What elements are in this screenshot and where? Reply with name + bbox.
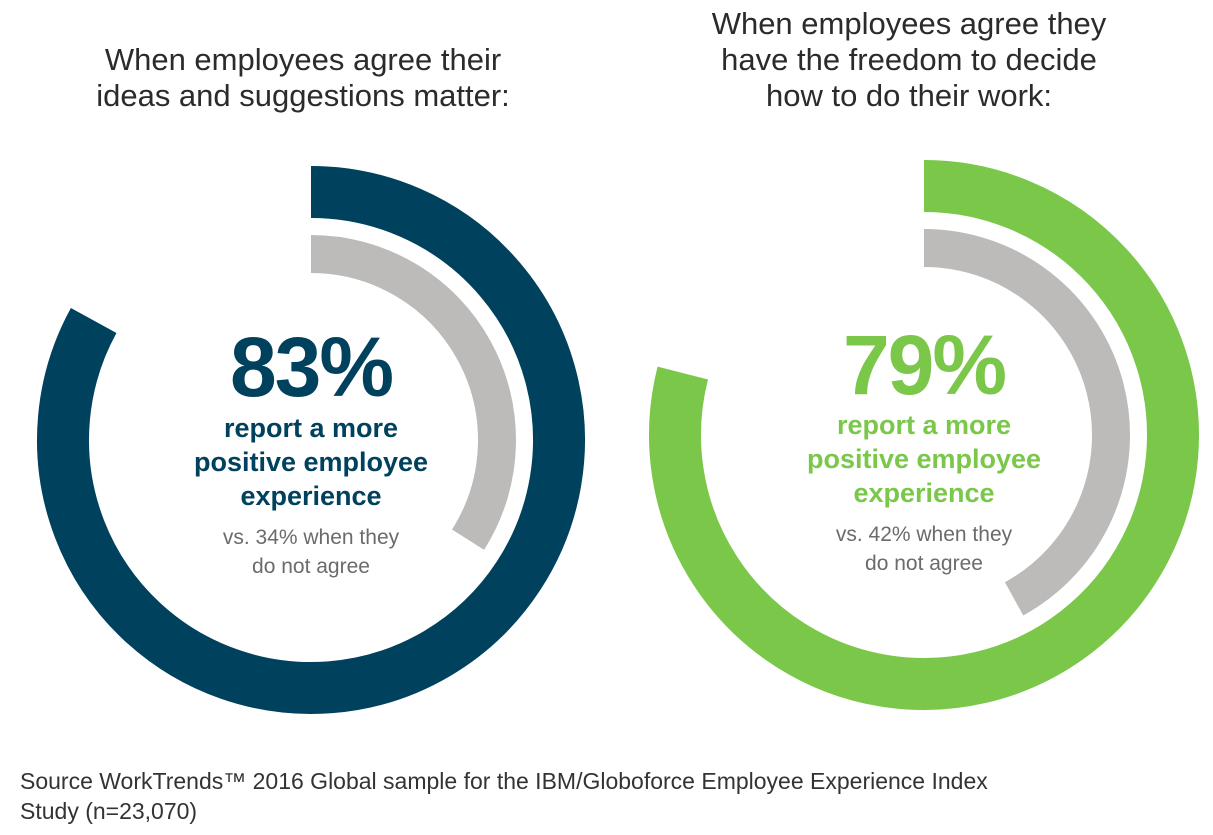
comparison-text: vs. 34% when they do not agree — [111, 523, 511, 581]
donut-chart — [37, 166, 585, 714]
description-line: positive employee — [193, 447, 429, 477]
chart-panel-ideas: When employees agree their ideas and sug… — [0, 0, 606, 745]
headline-percentage: 83% — [229, 320, 394, 414]
headline-percentage: 79% — [842, 318, 1007, 412]
chart-title-line: how to do their work: — [765, 78, 1053, 113]
headline-description: report a more positive employee experien… — [724, 408, 1124, 510]
donut-center-text: 83% report a more positive employee expe… — [111, 325, 511, 581]
comparison-text: vs. 42% when they do not agree — [724, 520, 1124, 578]
source-line: Source WorkTrends™ 2016 Global sample fo… — [20, 768, 988, 794]
chart-title: When employees agree their ideas and sug… — [0, 42, 606, 114]
donut-arc-positive — [37, 166, 585, 714]
chart-title-line: ideas and suggestions matter: — [96, 78, 510, 113]
chart-title-line: have the freedom to decide — [721, 42, 1097, 77]
comparison-line: vs. 34% when they — [222, 526, 400, 549]
description-line: experience — [853, 478, 995, 508]
description-line: report a more — [223, 413, 399, 443]
headline-description: report a more positive employee experien… — [111, 411, 511, 513]
description-line: report a more — [836, 410, 1012, 440]
chart-panel-freedom: When employees agree they have the freed… — [606, 0, 1212, 745]
chart-title-line: When employees agree they — [711, 6, 1107, 41]
donut-chart — [649, 160, 1199, 710]
comparison-line: do not agree — [252, 555, 370, 578]
source-note: Source WorkTrends™ 2016 Global sample fo… — [20, 766, 1200, 826]
comparison-line: vs. 42% when they — [835, 523, 1013, 546]
donut-arc-comparison — [923, 229, 1130, 616]
source-line: Study (n=23,070) — [20, 798, 198, 824]
donut-arc-positive — [649, 160, 1199, 710]
donut-arc-comparison — [310, 235, 516, 550]
donut-center-text: 79% report a more positive employee expe… — [724, 323, 1124, 578]
description-line: experience — [240, 481, 382, 511]
comparison-line: do not agree — [865, 552, 983, 575]
chart-title-line: When employees agree their — [104, 42, 502, 77]
chart-title: When employees agree they have the freed… — [606, 6, 1212, 114]
description-line: positive employee — [806, 444, 1042, 474]
